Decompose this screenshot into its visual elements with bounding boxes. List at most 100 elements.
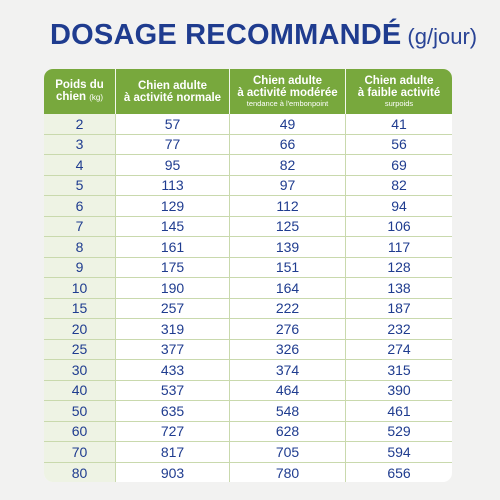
cell-moderate: 112	[230, 196, 346, 216]
cell-weight: 10	[44, 278, 116, 298]
cell-normal: 145	[116, 216, 230, 236]
cell-weight: 25	[44, 339, 116, 359]
cell-low: 656	[387, 464, 411, 481]
header-low-line2: à faible activité	[357, 87, 441, 99]
table-row: 60 727 628 529	[44, 421, 452, 442]
cell-moderate: 276	[230, 319, 346, 339]
cell-low: 315	[387, 361, 411, 378]
cell-normal: 190	[116, 278, 230, 298]
header-normal-activity: Chien adulte à activité normale	[116, 69, 230, 114]
header-weight-line2-wrap: chien (kg)	[56, 91, 103, 104]
cell-low: 41	[391, 115, 407, 132]
cell-moderate: 139	[230, 237, 346, 257]
cell-weight: 8	[44, 237, 116, 257]
header-moderate-line1: Chien adulte	[252, 75, 322, 87]
cell-moderate: 326	[230, 339, 346, 359]
header-weight-line2: chien	[55, 91, 87, 103]
cell-low: 56	[391, 136, 407, 153]
cell-weight: 60	[44, 421, 116, 441]
table-body: 2 57 49 41 3 77 66 56 4 95 82 69 5 113 97 82 6 129 112 94 7 1…	[44, 114, 452, 482]
cell-normal: 57	[116, 114, 230, 134]
table-row: 40 537 464 390	[44, 380, 452, 401]
table-header: Poids du chien (kg) Chien adulte à activ…	[44, 69, 452, 114]
cell-low: 529	[387, 423, 411, 440]
cell-low: 232	[387, 320, 411, 337]
cell-weight: 40	[44, 380, 116, 400]
dosage-table: Poids du chien (kg) Chien adulte à activ…	[44, 69, 452, 482]
table-row: 2 57 49 41	[44, 114, 452, 135]
cell-weight: 70	[44, 442, 116, 462]
table-row: 3 77 66 56	[44, 134, 452, 155]
table-row: 9 175 151 128	[44, 257, 452, 278]
header-low-sub: surpoids	[384, 99, 414, 108]
cell-normal: 161	[116, 237, 230, 257]
cell-weight: 30	[44, 360, 116, 380]
cell-low: 274	[387, 341, 411, 358]
cell-low: 82	[391, 177, 407, 194]
cell-low: 187	[387, 300, 411, 317]
cell-moderate: 222	[230, 298, 346, 318]
table-row: 20 319 276 232	[44, 319, 452, 340]
cell-moderate: 464	[230, 380, 346, 400]
page-title: DOSAGE RECOMMANDÉ (g/jour)	[50, 19, 477, 52]
cell-normal: 129	[116, 196, 230, 216]
header-low-line1: Chien adulte	[364, 75, 434, 87]
cell-moderate: 125	[230, 216, 346, 236]
cell-weight: 80	[44, 462, 116, 482]
cell-moderate: 628	[230, 421, 346, 441]
cell-low: 390	[387, 382, 411, 399]
cell-normal: 727	[116, 421, 230, 441]
cell-weight: 20	[44, 319, 116, 339]
cell-weight: 4	[44, 155, 116, 175]
cell-normal: 817	[116, 442, 230, 462]
header-weight: Poids du chien (kg)	[44, 69, 116, 114]
cell-moderate: 82	[230, 155, 346, 175]
cell-moderate: 151	[230, 257, 346, 277]
cell-normal: 319	[116, 319, 230, 339]
cell-normal: 377	[116, 339, 230, 359]
cell-normal: 77	[116, 134, 230, 154]
cell-weight: 2	[44, 114, 116, 134]
cell-normal: 433	[116, 360, 230, 380]
table-row: 7 145 125 106	[44, 216, 452, 237]
table-row: 15 257 222 187	[44, 298, 452, 319]
cell-normal: 537	[116, 380, 230, 400]
cell-normal: 95	[116, 155, 230, 175]
cell-weight: 5	[44, 175, 116, 195]
cell-moderate: 705	[230, 442, 346, 462]
cell-low: 461	[387, 402, 411, 419]
cell-moderate: 97	[230, 175, 346, 195]
cell-low: 138	[387, 279, 411, 296]
cell-moderate: 374	[230, 360, 346, 380]
cell-normal: 175	[116, 257, 230, 277]
cell-weight: 7	[44, 216, 116, 236]
title-unit: (g/jour)	[407, 24, 478, 49]
table-row: 80 903 780 656	[44, 462, 452, 482]
header-low-activity: Chien adulte à faible activité surpoids	[346, 69, 452, 114]
table-row: 70 817 705 594	[44, 442, 452, 463]
cell-weight: 9	[44, 257, 116, 277]
cell-weight: 15	[44, 298, 116, 318]
cell-weight: 3	[44, 134, 116, 154]
cell-weight: 6	[44, 196, 116, 216]
cell-low: 94	[391, 197, 407, 214]
table-row: 30 433 374 315	[44, 360, 452, 381]
table-row: 10 190 164 138	[44, 278, 452, 299]
cell-normal: 257	[116, 298, 230, 318]
header-weight-line1: Poids du	[55, 79, 104, 91]
header-moderate-activity: Chien adulte à activité modérée tendance…	[230, 69, 346, 114]
cell-low: 117	[387, 238, 411, 255]
cell-moderate: 66	[230, 134, 346, 154]
cell-low: 128	[387, 259, 411, 276]
cell-low: 594	[387, 443, 411, 460]
cell-moderate: 49	[230, 114, 346, 134]
cell-moderate: 164	[230, 278, 346, 298]
header-normal-line1: Chien adulte	[137, 79, 207, 92]
table-row: 8 161 139 117	[44, 237, 452, 258]
title-main: DOSAGE RECOMMANDÉ	[50, 19, 402, 51]
cell-low: 69	[391, 156, 407, 173]
table-row: 4 95 82 69	[44, 155, 452, 176]
cell-low: 106	[387, 218, 411, 235]
header-moderate-line2: à activité modérée	[237, 87, 338, 99]
